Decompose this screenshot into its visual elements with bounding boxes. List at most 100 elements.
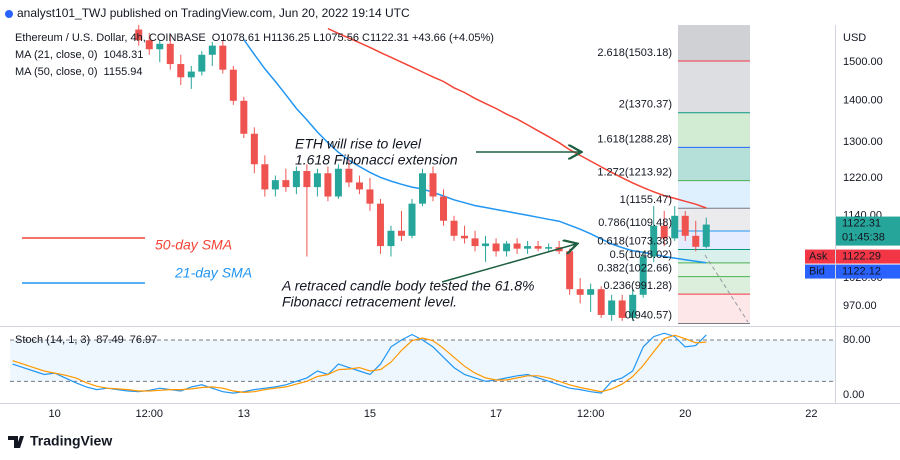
legend-title: Ethereum / U.S. Dollar, 4h, COINBASE [15,32,206,44]
projection-line [704,254,749,323]
legend-ma: MA (50, close, 0) [15,66,98,78]
candle-body [324,173,332,197]
price-tag-label: 1122.31 [842,217,881,229]
candle-body [219,45,227,70]
legend-ma-value: 1155.94 [104,66,143,78]
y-tick-label: 0.00 [843,389,864,401]
candle-body [145,40,153,50]
candle-body [229,69,237,101]
fib-label: 0.382(1022.66) [597,263,672,275]
candle-body [671,215,679,239]
fib-band [678,112,750,148]
candle-body [408,203,416,236]
candle-body [419,173,426,204]
y-axis-label: USD [843,32,866,44]
annotation: 1.618 Fibonacci extension [295,152,458,168]
candle-body [282,180,290,188]
fib-label: 0.786(1109.48) [598,217,672,229]
candle-body [618,300,626,318]
countdown: 01:45:38 [842,231,885,243]
ask-value: 1122.29 [842,250,881,262]
bid-label: Bid [809,265,825,277]
legend-ma: MA (21, close, 0) [15,49,98,61]
candle-body [177,64,185,78]
x-tick-label: 17 [490,408,502,420]
candle-body [503,243,511,252]
ma-line [327,27,707,209]
candle-body [366,189,374,204]
candle-body [250,133,258,165]
candle-body [198,54,206,72]
bid-box [836,264,900,279]
candle-body [450,220,458,236]
fib-band [678,294,750,324]
ask-box [836,249,900,264]
candle-body [524,246,532,249]
stoch-pane [10,332,835,394]
candle-body [534,246,542,249]
candle-body [492,243,500,252]
fib-band [678,249,750,263]
fib-label: 0.618(1073.38) [597,235,672,247]
x-tick-label: 12:00 [577,408,605,420]
y-tick-label: 1400.00 [843,95,883,107]
fib-band [678,180,750,209]
stoch-line [12,334,707,394]
bid-value: 1122.12 [842,265,881,277]
annotation: 21-day SMA [174,265,252,281]
fib-label: 2.618(1503.18) [597,47,672,59]
fib-band [678,276,750,295]
bid-label-box [805,264,835,279]
legend-value: 87.49 [96,334,124,346]
candle-body [471,238,479,247]
candle-body [639,256,647,295]
legend-value: 76.97 [130,334,158,346]
candle-body [681,215,689,236]
candle-body [166,43,174,65]
candle-body [397,230,405,236]
candle-body [387,230,395,247]
x-tick-label: 15 [364,408,376,420]
candle-body [292,171,300,188]
fib-label: 1.272(1213.92) [597,167,672,179]
x-tick-label: 22 [805,408,817,420]
annotation: A retraced candle body tested the 61.8% [281,278,534,294]
ask-label: Ask [809,250,828,262]
candle-body [345,168,353,183]
candle-body [513,243,521,249]
candle-body [650,225,658,257]
fib-label: 1.618(1288.28) [597,133,672,145]
y-tick-label: 1500.00 [843,56,883,68]
x-tick-label: 13 [238,408,250,420]
header: analyst101_TWJ published on TradingView.… [17,6,410,20]
ma-line [243,39,707,264]
candle-body [440,196,448,221]
fib-label: 2(1370.37) [619,99,672,111]
fib-band [678,147,750,181]
annotation: ETH will rise to level [295,136,422,152]
fib-label: 0.236(991.28) [604,280,673,292]
annotation-arrow [441,244,576,283]
candle-body [313,173,321,188]
candle-body [303,171,311,188]
ask-label-box [805,249,835,264]
candle-body [660,225,668,239]
annotation: 50-day SMA [155,237,232,253]
candle-body [240,100,248,134]
candle-body [597,289,605,315]
candle-body [429,173,437,197]
legend-ma-value: 1048.31 [104,49,144,61]
candle-body [702,224,710,247]
candle-body [334,168,342,197]
header-icon [5,10,13,18]
candle-body [187,71,195,78]
candle-body [135,29,143,41]
candle-body [629,294,637,318]
footer-logo [8,436,24,448]
candle-body [608,300,616,315]
fib-label: 0.5(1048.02) [610,249,672,261]
price-pane [135,25,750,324]
stoch-line [12,332,707,394]
